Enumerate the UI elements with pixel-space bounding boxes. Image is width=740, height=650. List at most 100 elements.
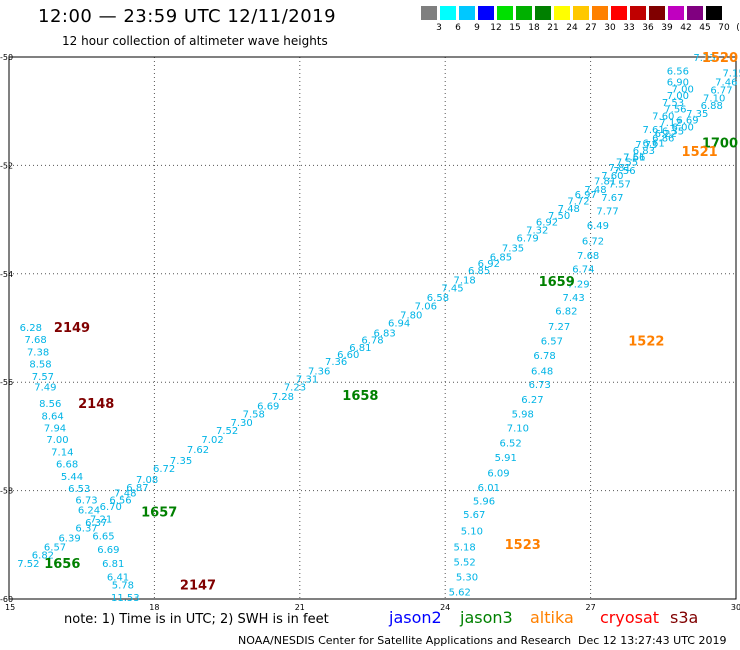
- track-time-label: 1523: [505, 538, 541, 553]
- track-time-label: 1658: [342, 389, 378, 404]
- legend-swatch: [706, 6, 722, 20]
- wave-height-point: 5.91: [495, 453, 517, 464]
- legend-label: 21: [547, 23, 559, 33]
- axis-labels: 15 18 21 24 27 30 -50 -52 -54 -56 -58 -60: [0, 53, 740, 612]
- wave-height-point: 6.52: [499, 438, 521, 449]
- wave-height-point: 7.52: [17, 559, 39, 570]
- wave-height-point: 6.73: [75, 495, 97, 506]
- wave-height-point: 6.82: [32, 551, 54, 562]
- wave-height-point: 6.73: [529, 380, 551, 391]
- wave-height-point: 7.12: [659, 118, 681, 129]
- wave-height-point: 7.08: [136, 475, 158, 486]
- wave-height-point: 6.83: [633, 146, 655, 157]
- wave-height-point: 6.24: [78, 506, 100, 517]
- legend-swatch: [421, 6, 437, 20]
- wave-height-point: 6.69: [257, 402, 279, 413]
- legend-label: 6: [455, 23, 461, 33]
- wave-height-point: 6.09: [487, 468, 509, 479]
- wave-height-point: 7.15: [722, 68, 740, 79]
- legend-label: 15: [509, 23, 521, 33]
- chart-title: 12:00 — 23:59 UTC 12/11/2019: [38, 6, 337, 27]
- chart-subtitle: 12 hour collection of altimeter wave hei…: [62, 34, 328, 48]
- wave-height-point: 7.80: [400, 311, 422, 322]
- wave-height-point: 7.38: [27, 347, 49, 358]
- wave-height-point: 5.30: [456, 572, 478, 583]
- legend-swatch: [592, 6, 608, 20]
- wave-height-point: 7.02: [201, 435, 223, 446]
- wave-height-point: 7.56: [623, 152, 645, 163]
- wave-height-point: 7.55: [616, 158, 638, 169]
- wave-height-point: 7.35: [170, 456, 192, 467]
- legend-swatch: [535, 6, 551, 20]
- track-time-label: 1659: [539, 275, 575, 290]
- wave-height-point: 7.73: [635, 140, 657, 151]
- wave-height-point: 7.31: [296, 374, 318, 385]
- satellite-name-altika: altika: [530, 608, 574, 627]
- wave-height-point: 7.00: [672, 85, 694, 96]
- data-points: 6.287.687.388.587.577.498.568.647.947.00…: [17, 53, 740, 604]
- wave-height-point: 7.48: [584, 185, 606, 196]
- wave-height-point: 7.60: [601, 171, 623, 182]
- wave-height-point: 7.81: [609, 163, 631, 174]
- satellite-name-jason3: jason3: [460, 608, 513, 627]
- legend-swatch: [668, 6, 684, 20]
- wave-height-point: 6.90: [667, 77, 689, 88]
- wave-height-point: 7.33: [693, 53, 715, 64]
- wave-height-point: 7.23: [284, 383, 306, 394]
- wave-height-point: 6.58: [427, 293, 449, 304]
- x-tick-label: 30: [731, 603, 740, 612]
- wave-height-point: 7.30: [231, 418, 253, 429]
- track-time-label: 1520: [702, 51, 738, 66]
- wave-height-point: 7.67: [601, 193, 623, 204]
- wave-height-point: 7.18: [453, 275, 475, 286]
- wave-height-point: 6.01: [478, 483, 500, 494]
- y-tick-label: -52: [0, 161, 13, 170]
- x-tick-label: 21: [295, 603, 305, 612]
- wave-height-point: 7.45: [441, 283, 463, 294]
- legend-swatch: [516, 6, 532, 20]
- legend-label: 9: [474, 23, 480, 33]
- wave-height-point: 7.56: [613, 166, 635, 177]
- legend-swatch: [649, 6, 665, 20]
- wave-height-point: 6.37: [75, 524, 97, 535]
- legend-label: 45: [699, 23, 711, 33]
- track-time-label: 2148: [78, 397, 114, 412]
- legend-label: 42: [680, 23, 692, 33]
- wave-height-point: 6.60: [337, 350, 359, 361]
- wave-height-point: 6.72: [582, 236, 604, 247]
- wave-height-point: 8.64: [41, 411, 63, 422]
- wave-height-point: 6.57: [44, 543, 66, 554]
- track-time-label: 1657: [141, 505, 177, 520]
- wave-height-point: 6.97: [575, 190, 597, 201]
- wave-height-point: 5.78: [112, 580, 134, 591]
- legend-label: 36: [642, 23, 654, 33]
- wave-height-point: 6.85: [468, 266, 490, 277]
- wave-height-point: 6.86: [652, 133, 674, 144]
- track-time-label: 2149: [54, 321, 90, 336]
- wave-height-point: 5.44: [61, 472, 83, 483]
- wave-height-point: 7.10: [703, 94, 725, 105]
- wave-height-point: 6.27: [521, 395, 543, 406]
- wave-height-point: 6.94: [388, 319, 410, 330]
- legend-label: 3: [436, 23, 442, 33]
- wave-height-point: 7.77: [596, 206, 618, 217]
- wave-height-point: 7.27: [548, 322, 570, 333]
- legend-label: 18: [528, 23, 540, 33]
- wave-height-point: 7.49: [34, 383, 56, 394]
- wave-height-point: 7.46: [715, 77, 737, 88]
- wave-height-point: 5.67: [463, 510, 485, 521]
- legend-swatch: [687, 6, 703, 20]
- wave-height-point: 6.28: [20, 323, 42, 334]
- wave-height-point: 7.72: [567, 197, 589, 208]
- wave-height-point: 7.00: [667, 91, 689, 102]
- wave-height-point: 6.39: [58, 533, 80, 544]
- legend-label: 12: [490, 23, 502, 33]
- wave-height-point: 5.96: [473, 496, 495, 507]
- wave-height-point: 6.88: [701, 101, 723, 112]
- wave-height-point: 6.37: [85, 518, 107, 529]
- wave-height-point: 7.53: [662, 98, 684, 109]
- wave-height-point: 6.69: [97, 545, 119, 556]
- wave-height-point: 8.58: [29, 359, 51, 370]
- wave-height-point: 7.35: [686, 109, 708, 120]
- satellite-name-jason2: jason2: [389, 608, 442, 627]
